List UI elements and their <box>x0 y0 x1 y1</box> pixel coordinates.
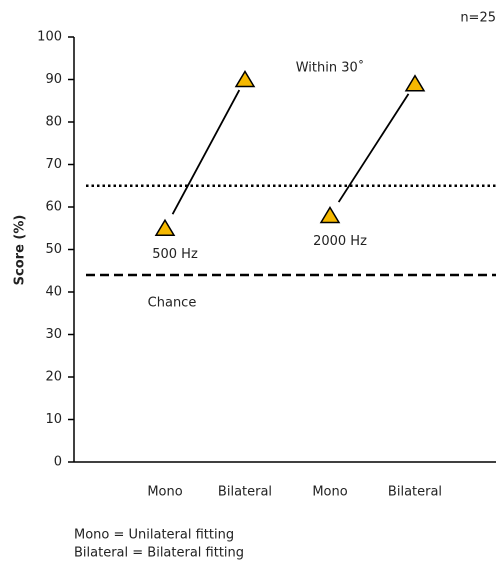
x-tick-label: Bilateral <box>388 485 442 500</box>
series-label: 500 Hz <box>152 247 198 262</box>
y-tick-label: 90 <box>45 72 62 87</box>
y-axis-label: Score (%) <box>13 215 28 286</box>
reference-label: Chance <box>148 296 197 311</box>
reference-label: Within 30˚ <box>296 60 365 76</box>
x-tick-label: Mono <box>147 485 182 500</box>
y-tick-label: 20 <box>45 370 62 385</box>
note: Bilateral = Bilateral fitting <box>74 546 244 561</box>
y-tick-label: 80 <box>45 115 62 130</box>
series-line <box>171 89 241 215</box>
x-tick-label: Mono <box>312 485 347 500</box>
data-point <box>404 74 426 92</box>
data-point <box>234 70 256 88</box>
y-tick-label: 10 <box>45 412 62 427</box>
series-line <box>337 93 410 203</box>
note: Mono = Unilateral fitting <box>74 528 234 543</box>
y-tick-label: 0 <box>54 455 62 470</box>
y-tick-label: 100 <box>37 30 62 45</box>
y-tick-label: 70 <box>45 157 62 172</box>
data-point <box>319 206 341 224</box>
y-tick-label: 40 <box>45 285 62 300</box>
sample-size: n=25 <box>460 11 496 26</box>
series-label: 2000 Hz <box>313 234 367 249</box>
y-tick-label: 50 <box>45 242 62 257</box>
x-tick-label: Bilateral <box>218 485 272 500</box>
data-point <box>154 218 176 236</box>
y-tick-label: 30 <box>45 327 62 342</box>
y-tick-label: 60 <box>45 200 62 215</box>
